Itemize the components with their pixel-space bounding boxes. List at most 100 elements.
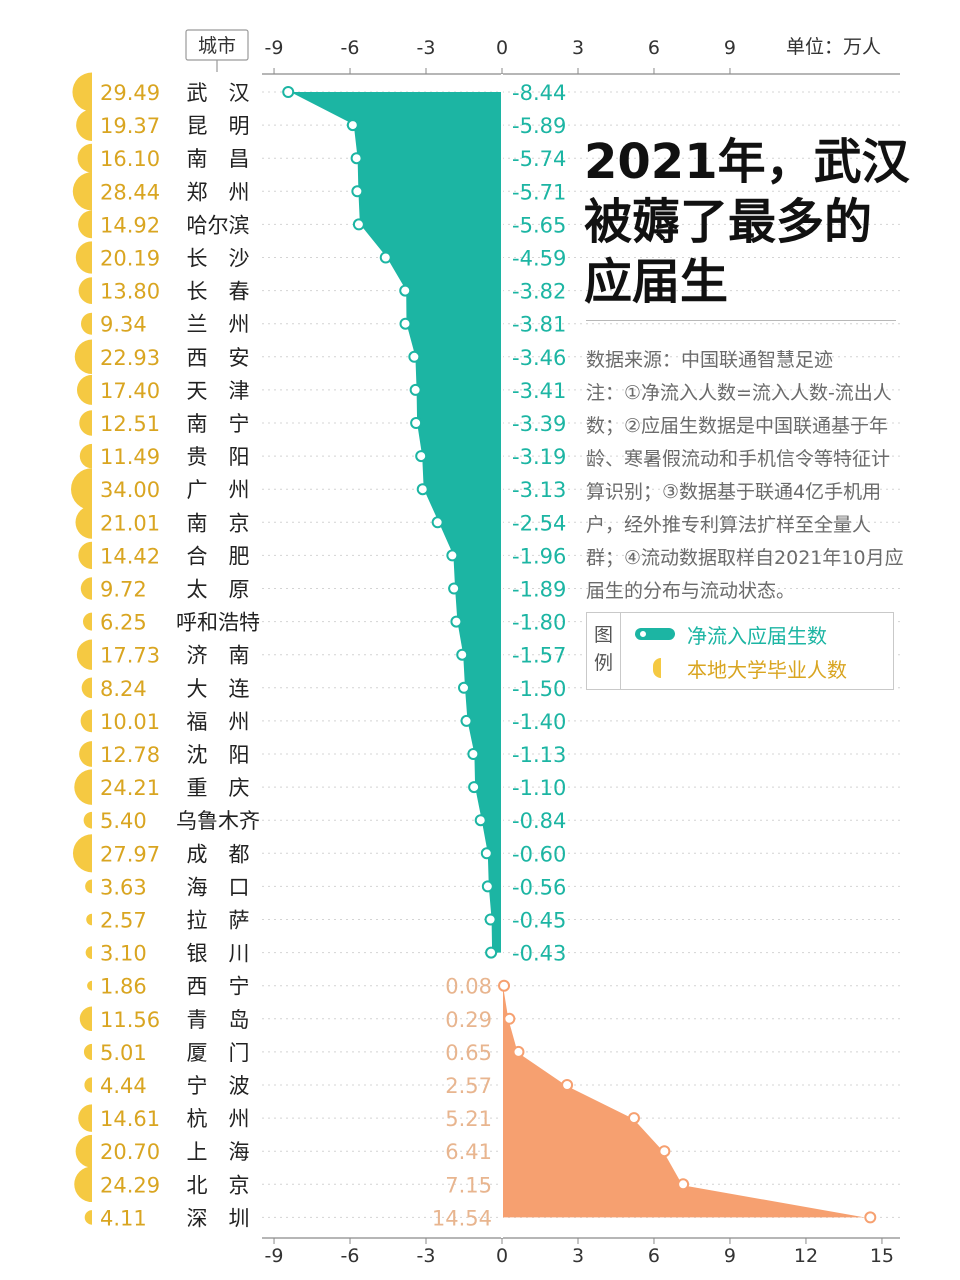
city-label: 合 肥 [187,544,250,568]
title-divider [586,320,896,321]
data-point [282,86,295,98]
city-label: 天 津 [187,379,250,403]
bottom-tick-label: 3 [572,1245,584,1267]
graduates-half-circle [75,241,92,274]
graduates-label: 21.01 [100,511,160,535]
data-point [408,350,421,363]
data-point [416,483,429,496]
graduates-half-circle [80,709,92,733]
city-label: 拉 萨 [187,909,250,933]
graduates-label: 11.49 [100,445,160,469]
net-inflow-label: -2.54 [512,511,566,535]
net-inflow-label: 0.08 [445,975,492,999]
city-label: 济 南 [187,644,250,668]
bottom-tick-label: -9 [265,1245,284,1267]
city-label: 深 圳 [187,1206,250,1230]
net-inflow-label: 5.21 [445,1107,492,1131]
data-point [658,1145,671,1158]
data-point [484,913,497,926]
net-inflow-label: 6.41 [445,1140,492,1164]
graduates-half-circle [81,677,92,699]
graduates-half-circle [84,1077,92,1093]
data-point [474,814,487,827]
source-text: 数据来源：中国联通智慧足迹 [586,349,834,371]
graduates-half-circle [87,980,92,991]
graduates-half-circle [83,612,92,631]
data-point [351,185,364,198]
graduates-label: 24.21 [100,776,160,800]
graduates-half-circle [83,1043,92,1060]
legend-title: 图 例 [587,613,621,689]
net-inflow-label: 7.15 [445,1173,492,1197]
top-tick-label: -6 [341,37,360,59]
net-inflow-label: -0.84 [512,809,566,833]
graduates-half-circle [71,468,92,511]
graduates-label: 5.40 [100,809,147,833]
net-inflow-label: -1.13 [512,743,566,767]
top-tick-label: 9 [724,37,736,59]
net-inflow-label: -1.10 [512,776,566,800]
title-line-3: 应届生 [584,254,729,310]
city-label: 南 京 [187,511,250,535]
net-inflow-label: 0.29 [445,1008,492,1032]
title-line-2: 被薅了最多的 [584,194,873,250]
teal-line-swatch-icon [635,628,675,640]
city-label: 南 宁 [187,412,250,436]
negative-inflow-area [288,92,502,953]
graduates-half-circle [75,505,92,539]
graduates-half-circle [79,1006,92,1032]
data-point [379,251,392,264]
city-label: 银 川 [187,942,250,966]
graduates-label: 28.44 [100,180,160,204]
yellow-half-circle-swatch-icon [653,658,661,678]
graduates-half-circle [78,277,92,304]
net-inflow-label: 0.65 [445,1041,492,1065]
net-inflow-label: -3.39 [512,412,566,436]
graduates-label: 17.40 [100,379,160,403]
city-label: 厦 门 [187,1041,250,1065]
graduates-half-circle [72,172,92,211]
city-label: 南 昌 [187,147,250,171]
graduates-half-circle [74,339,92,375]
city-column-header: 城市 [198,35,236,57]
data-point [677,1178,690,1191]
net-inflow-label: -1.80 [512,611,566,635]
graduates-label: 5.01 [100,1041,147,1065]
data-point [415,450,428,463]
city-label: 呼和浩特 [176,611,260,635]
net-inflow-label: -1.89 [512,578,566,602]
city-label: 昆 明 [187,114,250,138]
bottom-tick-label: -3 [417,1245,436,1267]
graduates-label: 16.10 [100,147,160,171]
city-label: 杭 州 [187,1107,250,1131]
net-inflow-label: -0.43 [512,942,566,966]
net-inflow-label: -5.74 [512,147,566,171]
legend-label-graduates: 本地大学毕业人数 [687,657,847,682]
legend-label-net-inflow: 净流入应届生数 [687,623,827,648]
city-label: 福 州 [187,710,250,734]
data-point [446,549,459,562]
net-inflow-label: 14.54 [432,1206,492,1230]
graduates-half-circle [85,946,92,959]
top-tick-label: 0 [496,37,508,59]
city-label: 重 庆 [187,776,250,800]
city-label: 青 岛 [187,1008,250,1032]
graduates-label: 4.44 [100,1074,147,1098]
city-label: 郑 州 [187,180,250,204]
city-label: 大 连 [187,677,250,701]
bottom-tick-label: 0 [496,1245,508,1267]
bottom-tick-label: -6 [341,1245,360,1267]
graduates-label: 20.70 [100,1140,160,1164]
graduates-label: 24.29 [100,1173,160,1197]
bottom-tick-label: 9 [724,1245,736,1267]
net-inflow-label: -5.89 [512,114,566,138]
data-point [350,152,363,165]
legend: 图 例 净流入应届生数 本地大学毕业人数 [586,612,894,690]
graduates-half-circle [74,769,92,805]
graduates-half-circle [78,210,92,239]
graduates-half-circle [79,410,92,436]
graduates-label: 22.93 [100,346,160,370]
graduates-label: 14.61 [100,1107,160,1131]
legend-title-char-2: 例 [593,652,613,674]
